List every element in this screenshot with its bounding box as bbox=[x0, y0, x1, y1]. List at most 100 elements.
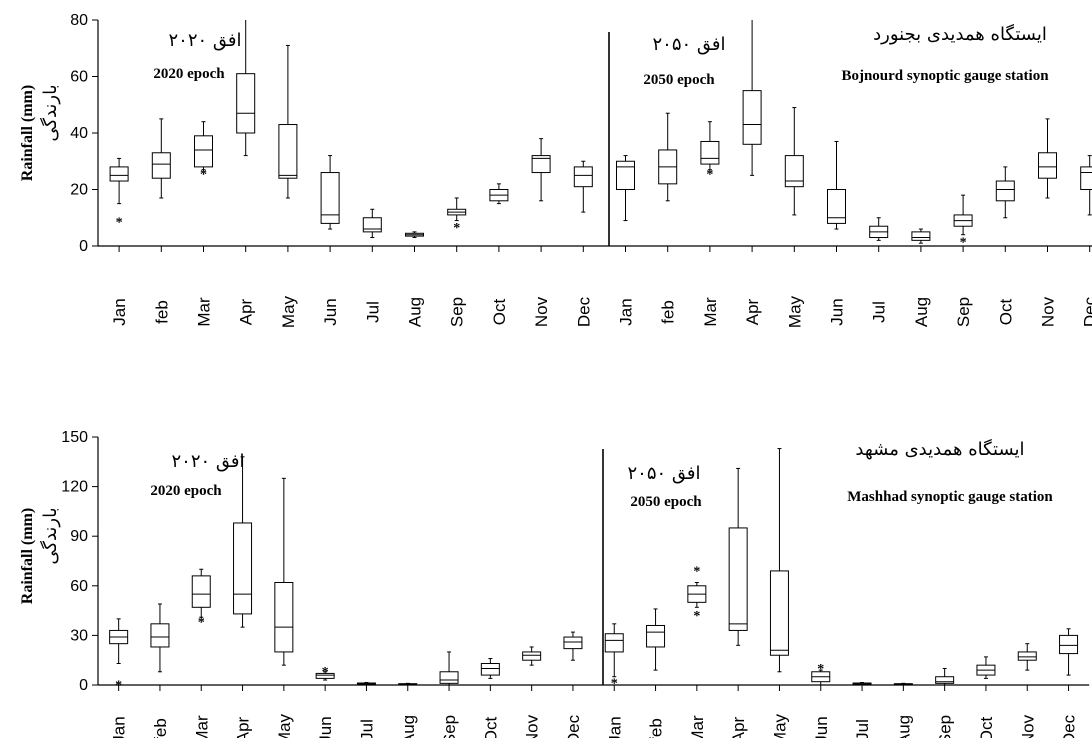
station-title-persian: ایستگاه همدیدی مشهد bbox=[855, 438, 1024, 460]
box-2050-epoch-Apr bbox=[742, 20, 762, 176]
panel-title-persian: افق ۲۰۲۰ bbox=[171, 451, 244, 472]
box-2050-epoch-Jul bbox=[869, 217, 889, 241]
box-2020-epoch-Sep bbox=[439, 651, 459, 686]
box-2020-epoch-feb bbox=[150, 603, 170, 673]
x-tick-label: Jun bbox=[321, 298, 340, 325]
y-tick-label: 60 bbox=[70, 578, 88, 595]
x-tick-label: Jun bbox=[316, 716, 335, 738]
x-tick-label: Oct bbox=[490, 299, 509, 326]
x-tick-label: May bbox=[275, 713, 294, 738]
box-2050-epoch-Dec bbox=[1059, 628, 1079, 676]
box-2020-epoch-Apr bbox=[236, 20, 256, 157]
y-axis-label-persian: بارندگی bbox=[39, 507, 61, 564]
box-2050-epoch-Sep: * bbox=[953, 194, 973, 250]
box-2020-epoch-May bbox=[274, 477, 294, 666]
outlier-marker: * bbox=[611, 677, 618, 692]
box-iqr bbox=[362, 217, 382, 233]
x-tick-label: Mar bbox=[195, 297, 214, 327]
box-2050-epoch-Jul bbox=[852, 682, 872, 686]
x-tick-label: Oct bbox=[977, 717, 996, 738]
box-iqr bbox=[191, 575, 211, 608]
box-2050-epoch-Oct bbox=[976, 656, 996, 679]
x-tick-label: Jul bbox=[357, 719, 376, 738]
box-iqr bbox=[995, 180, 1015, 202]
box-iqr bbox=[531, 155, 551, 174]
x-tick-label: Jan bbox=[110, 716, 129, 738]
box-2020-epoch-Jan: * bbox=[109, 618, 129, 693]
box-2050-epoch-feb bbox=[658, 112, 678, 202]
box-iqr bbox=[439, 671, 459, 684]
x-tick-label: Mar bbox=[688, 715, 707, 738]
box-2020-epoch-Oct bbox=[489, 183, 509, 205]
box-2020-epoch-Jul bbox=[362, 208, 382, 239]
box-2020-epoch-Jan: * bbox=[109, 157, 129, 231]
x-tick-label: Mar bbox=[192, 715, 211, 738]
station-title-english: Bojnourd synoptic gauge station bbox=[841, 68, 1049, 84]
box-2020-epoch-Dec bbox=[563, 631, 583, 661]
box-2050-epoch-Apr bbox=[728, 467, 748, 646]
box-iqr bbox=[604, 633, 624, 653]
x-tick-label: feb bbox=[647, 718, 666, 738]
box-2020-epoch-Dec bbox=[573, 160, 593, 213]
x-tick-label: Jul bbox=[363, 301, 382, 323]
box-iqr bbox=[911, 231, 931, 241]
x-tick-label: Oct bbox=[481, 717, 500, 738]
y-tick-label: 30 bbox=[70, 627, 88, 644]
x-tick-label: Apr bbox=[729, 716, 748, 738]
x-tick-label: Nov bbox=[1039, 296, 1058, 327]
box-2050-epoch-Nov bbox=[1017, 643, 1037, 671]
y-axis-label: Rainfall (mm) bbox=[19, 85, 36, 181]
y-tick-label: 60 bbox=[70, 69, 88, 86]
x-tick-label: Mar bbox=[701, 297, 720, 327]
box-2020-epoch-Apr bbox=[233, 456, 253, 628]
x-tick-label: Aug bbox=[406, 297, 425, 327]
x-tick-label: feb bbox=[659, 300, 678, 324]
y-tick-label: 120 bbox=[61, 479, 88, 496]
panel-title-persian: افق ۲۰۵۰ bbox=[652, 34, 725, 55]
outlier-marker: * bbox=[817, 662, 824, 677]
box-iqr bbox=[1017, 651, 1037, 661]
y-tick-label: 40 bbox=[70, 125, 88, 142]
box-iqr bbox=[315, 672, 335, 679]
box-2020-epoch-Aug bbox=[398, 682, 418, 686]
x-tick-label: Sep bbox=[936, 715, 955, 738]
outlier-marker: * bbox=[198, 616, 205, 631]
box-iqr bbox=[109, 166, 129, 182]
panel-title-english: 2020 epoch bbox=[150, 483, 222, 499]
box-2020-epoch-Oct bbox=[480, 658, 500, 679]
box-2050-epoch-Aug bbox=[893, 682, 913, 686]
y-tick-label: 0 bbox=[79, 238, 88, 255]
box-2050-epoch-Jun: * bbox=[811, 662, 831, 686]
x-tick-label: Jan bbox=[110, 298, 129, 325]
box-iqr bbox=[522, 651, 542, 661]
station-title-english: Mashhad synoptic gauge station bbox=[847, 489, 1053, 505]
x-tick-label: Aug bbox=[894, 715, 913, 738]
outlier-marker: * bbox=[200, 168, 207, 183]
y-axis-label: Rainfall (mm) bbox=[19, 508, 36, 604]
box-2050-epoch-Jun bbox=[827, 140, 846, 230]
x-tick-label: Nov bbox=[523, 714, 542, 738]
x-tick-label: Dec bbox=[1060, 714, 1079, 738]
box-2050-epoch-Dec bbox=[1080, 155, 1092, 216]
x-tick-label: Apr bbox=[743, 298, 762, 325]
box-iqr bbox=[935, 676, 955, 684]
panel-title-english: 2050 epoch bbox=[630, 494, 702, 510]
x-tick-label: Dec bbox=[564, 714, 583, 738]
x-tick-label: Jan bbox=[617, 298, 636, 325]
box-2020-epoch-Sep: * bbox=[447, 197, 467, 236]
x-tick-label: feb bbox=[152, 300, 171, 324]
box-2050-epoch-May bbox=[784, 107, 804, 216]
box-iqr bbox=[233, 522, 253, 615]
outlier-marker: * bbox=[693, 564, 700, 579]
box-2050-epoch-Mar: ** bbox=[687, 564, 707, 624]
box-2020-epoch-feb bbox=[151, 118, 171, 199]
outlier-marker: * bbox=[693, 609, 700, 624]
box-2050-epoch-Jan: * bbox=[604, 623, 624, 692]
box-iqr bbox=[274, 581, 294, 653]
x-tick-label: May bbox=[279, 295, 298, 328]
panel-title-persian: افق ۲۰۵۰ bbox=[627, 463, 700, 484]
panel-title-english: 2050 epoch bbox=[643, 72, 715, 88]
station-title-persian: ایستگاه همدیدی بجنورد bbox=[873, 23, 1047, 45]
panel-title-persian: افق ۲۰۲۰ bbox=[168, 30, 241, 51]
